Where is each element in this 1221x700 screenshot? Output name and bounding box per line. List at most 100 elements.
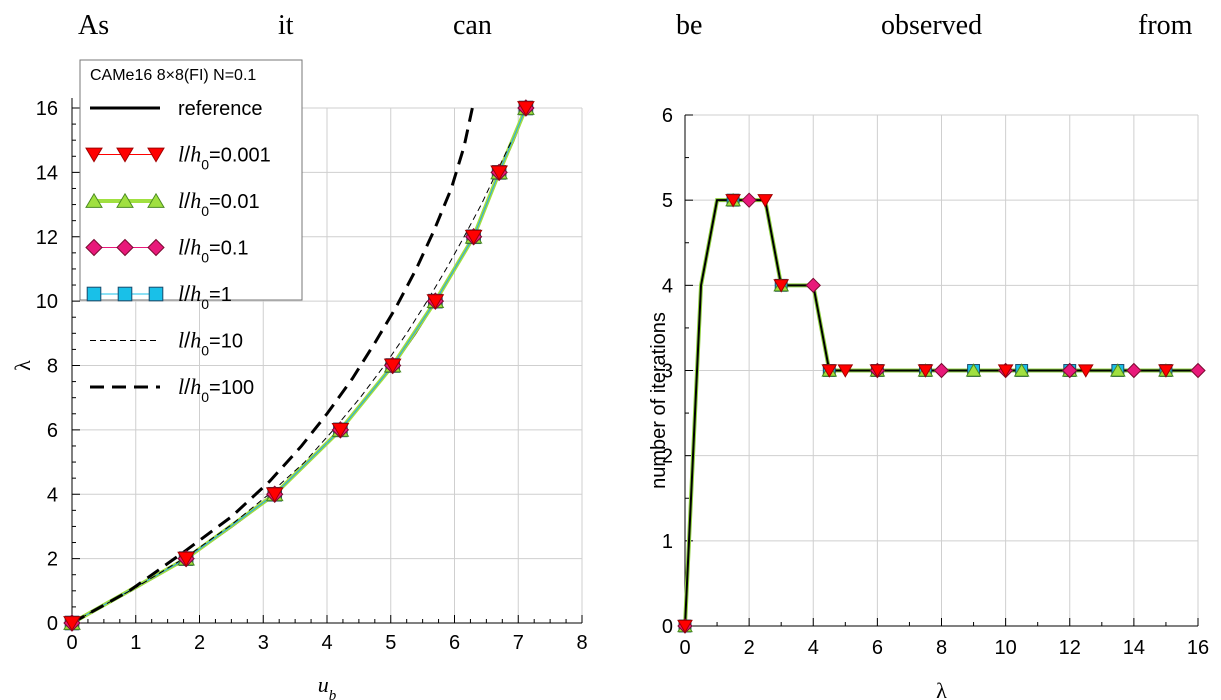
y-tick-label: 4 [662,275,673,297]
legend-swatch-marker [147,238,165,257]
x-tick-label: 16 [1187,637,1209,659]
data-point [383,358,402,374]
data-point [517,101,535,117]
y-tick-label: 6 [662,105,673,127]
legend-value: =1 [209,284,232,306]
x-axis-label: λ [936,678,947,700]
legend-h-sub: 0 [201,296,209,312]
data-point [490,165,508,181]
x-tick-label: 8 [936,637,947,659]
legend-h-symbol: h [190,188,201,213]
doc-word: can [453,10,492,41]
legend-l-symbol: l [178,235,184,260]
legend-h-symbol: h [190,328,201,353]
data-point [63,616,81,632]
data-point [265,487,284,503]
data-point [1158,364,1174,378]
y-tick-label: 0 [47,613,58,635]
x-tick-label: 2 [194,632,205,654]
data-point [464,229,483,245]
y-axis-label: λ [10,360,35,371]
legend-h-sub: 0 [201,250,209,266]
doc-word: be [676,10,703,41]
legend-h-symbol: h [190,142,201,167]
legend-l-symbol: l [178,328,184,353]
legend-swatch-marker [147,192,165,208]
x-tick-label: 0 [679,637,690,659]
data-point [1190,362,1206,379]
data-point [821,364,838,378]
y-tick-label: 14 [36,162,58,184]
legend-swatch-marker [85,192,103,208]
legend-swatch-marker [85,238,103,257]
legend-swatch-marker [117,286,133,302]
legend-swatch-marker [116,147,134,163]
legend-l-symbol: l [178,188,184,213]
data-point [933,362,950,379]
x-tick-label: 14 [1123,637,1145,659]
data-point [773,279,790,293]
legend-title: CAMe16 8×8(FI) N=0.1 [90,67,256,84]
legend-value: =100 [209,377,254,399]
legend-h-sub: 0 [201,389,209,405]
x-tick-label: 2 [744,637,755,659]
y-tick-label: 10 [36,291,58,313]
x-tick-label: 10 [995,637,1017,659]
data-point [331,422,350,439]
legend-slash: / [184,328,191,353]
legend-swatch-marker [116,238,134,257]
legend-swatch-marker [148,286,164,302]
legend-swatch-marker [116,192,134,208]
data-point [805,277,821,294]
y-tick-label: 3 [662,361,673,383]
legend-entry-label: l/h0=100 [178,374,254,405]
data-point [965,363,982,377]
x-tick-label: 6 [449,632,460,654]
x-axis-label: ub [318,672,337,700]
doc-word: As [78,10,110,41]
legend-slash: / [184,235,191,260]
x-tick-label: 3 [258,632,269,654]
legend-entry-label: l/h0=0.001 [178,142,271,173]
legend-swatch-marker [86,286,102,302]
x-tick-label: 8 [576,632,587,654]
x-tick-label: 5 [385,632,396,654]
y-tick-label: 8 [47,356,58,378]
legend-entry-label: l/h0=1 [178,281,232,312]
legend-l-symbol: l [178,374,184,399]
data-point [1062,362,1078,379]
legend-value: =0.01 [209,191,260,213]
data-point [869,364,886,378]
legend-slash: / [184,142,191,167]
data-point [1109,363,1126,377]
legend-entry-label: reference [178,98,263,120]
y-tick-label: 16 [36,98,58,120]
legend-h-sub: 0 [201,343,209,359]
legend-swatch-marker [147,147,165,163]
legend-entry-label: l/h0=0.01 [178,188,260,219]
legend-slash: / [184,188,191,213]
x-tick-label: 0 [66,632,77,654]
data-point [917,364,934,378]
x-tick-label: 6 [872,637,883,659]
data-point [426,294,445,310]
data-point [1013,363,1030,377]
legend-h-symbol: h [190,374,201,399]
y-tick-label: 1 [662,531,673,553]
legend-h-symbol: h [190,235,201,260]
legend-swatch-marker [85,147,103,163]
x-tick-label: 4 [808,637,819,659]
data-point [741,192,757,208]
data-point [757,194,774,208]
x-tick-label: 1 [130,632,141,654]
legend-l-symbol: l [178,281,184,306]
doc-word: it [278,10,294,41]
series-line [71,107,474,625]
legend-box [79,59,303,301]
legend-h-symbol: h [190,281,201,306]
y-axis-label: number of iterations [648,312,670,489]
legend-entry-label: l/h0=10 [178,328,243,359]
x-tick-label: 7 [513,632,524,654]
legend-value: =0.001 [209,145,271,167]
legend-entry-label: l/h0=0.1 [178,235,249,266]
